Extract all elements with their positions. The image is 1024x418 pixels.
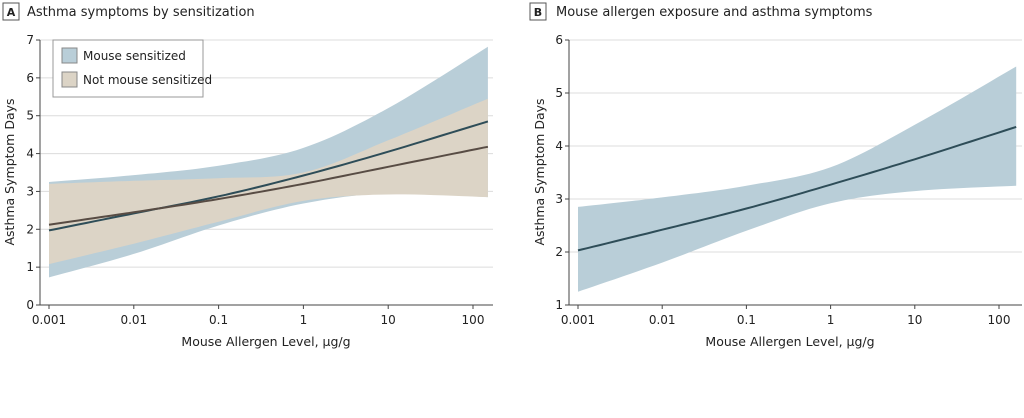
y-tick-label: 2 bbox=[555, 245, 563, 259]
confidence-band-2 bbox=[49, 98, 488, 265]
x-axis-label: Mouse Allergen Level, µg/g bbox=[705, 334, 874, 349]
panel-label-box bbox=[529, 2, 547, 21]
y-tick-label: 4 bbox=[26, 147, 34, 161]
x-tick-label: 10 bbox=[381, 313, 396, 327]
confidence-band-1 bbox=[578, 66, 1017, 292]
y-tick-label: 3 bbox=[26, 184, 34, 198]
panel-b: B Mouse allergen exposure and asthma sym… bbox=[529, 2, 1022, 349]
x-tick-label: 1 bbox=[827, 313, 835, 327]
panel-label: B bbox=[534, 6, 542, 19]
legend-label: Mouse sensitized bbox=[83, 49, 186, 63]
y-tick-label: 1 bbox=[26, 260, 34, 274]
x-tick-label: 0.001 bbox=[32, 313, 66, 327]
y-tick-label: 6 bbox=[26, 71, 34, 85]
x-tick-label: 0.1 bbox=[209, 313, 228, 327]
x-tick-label: 0.01 bbox=[649, 313, 676, 327]
x-tick-label: 10 bbox=[907, 313, 922, 327]
y-tick-label: 5 bbox=[555, 86, 563, 100]
legend-label: Not mouse sensitized bbox=[83, 73, 212, 87]
x-tick-label: 0.01 bbox=[120, 313, 147, 327]
y-tick-label: 7 bbox=[26, 33, 34, 47]
chart-title: Asthma symptoms by sensitization bbox=[27, 5, 255, 20]
x-tick-label: 100 bbox=[462, 313, 485, 327]
x-tick-label: 100 bbox=[988, 313, 1011, 327]
y-tick-label: 2 bbox=[26, 222, 34, 236]
series-line-2 bbox=[48, 145, 489, 226]
x-tick-label: 1 bbox=[300, 313, 308, 327]
x-tick-label: 0.1 bbox=[737, 313, 756, 327]
panel-label-box bbox=[2, 2, 20, 21]
x-axis-label: Mouse Allergen Level, µg/g bbox=[181, 334, 350, 349]
y-tick-label: 6 bbox=[555, 33, 563, 47]
y-axis-label: Asthma Symptom Days bbox=[532, 98, 547, 245]
y-axis-label: Asthma Symptom Days bbox=[2, 98, 17, 245]
legend-box bbox=[52, 39, 204, 98]
panel-a: A Asthma symptoms by sensitization Mouse… bbox=[2, 2, 493, 349]
y-tick-label: 4 bbox=[555, 139, 563, 153]
x-tick-label: 0.001 bbox=[561, 313, 595, 327]
panel-label: A bbox=[7, 6, 16, 19]
legend-swatch bbox=[61, 47, 78, 64]
y-tick-label: 3 bbox=[555, 192, 563, 206]
series-line-1 bbox=[577, 125, 1017, 252]
y-tick-label: 1 bbox=[555, 298, 563, 312]
series-line-1 bbox=[48, 120, 489, 232]
y-tick-label: 5 bbox=[26, 109, 34, 123]
y-tick-label: 0 bbox=[26, 298, 34, 312]
legend-swatch bbox=[61, 71, 78, 88]
chart-title: Mouse allergen exposure and asthma sympt… bbox=[556, 5, 873, 20]
